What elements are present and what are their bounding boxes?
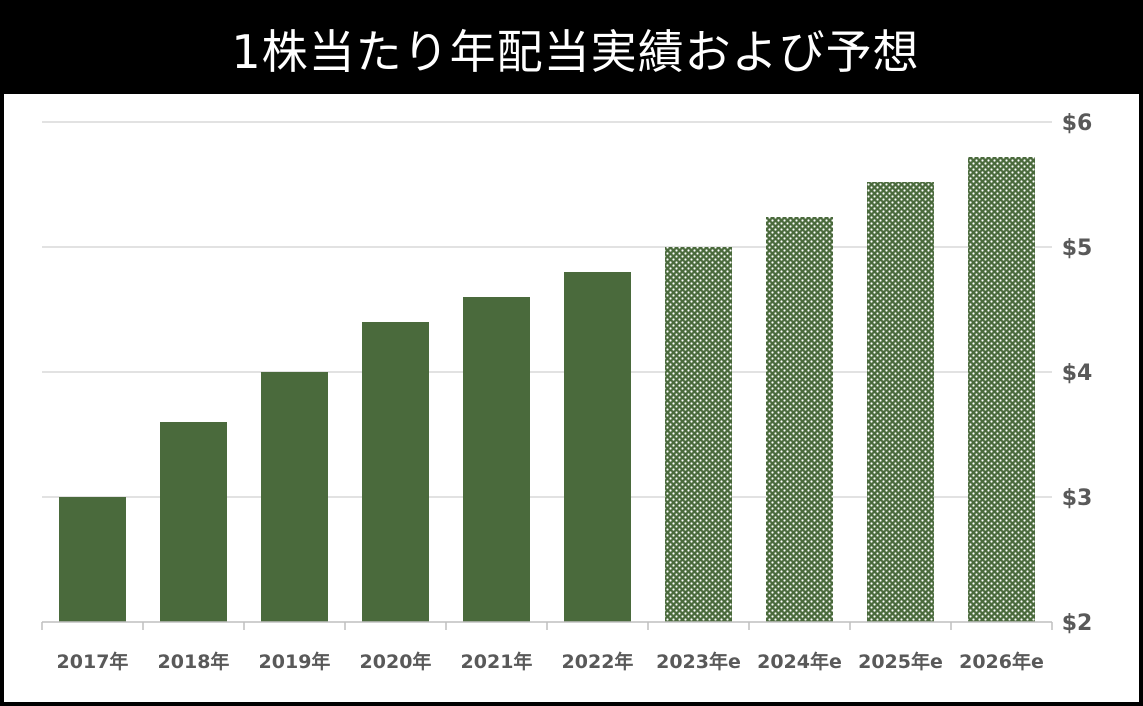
y-tick-label: $3 — [1062, 486, 1093, 511]
x-tick-label: 2021年 — [461, 650, 533, 673]
x-tick-label: 2026年e — [959, 650, 1044, 673]
bar-2019年 — [261, 372, 328, 622]
chart-title: 1株当たり年配当実績および予想 — [231, 25, 920, 79]
x-tick-label: 2020年 — [360, 650, 432, 673]
x-tick-label: 2025年e — [858, 650, 943, 673]
y-tick-label: $2 — [1062, 611, 1093, 636]
x-tick-label: 2023年e — [656, 650, 741, 673]
bar-2020年 — [362, 322, 429, 622]
x-tick-label: 2022年 — [562, 650, 634, 673]
bar-2022年 — [564, 272, 631, 622]
bar-2023年e — [665, 247, 732, 622]
bar-2017年 — [59, 497, 126, 622]
bars — [59, 157, 1035, 622]
x-tick-label: 2018年 — [158, 650, 230, 673]
x-tick-label: 2017年 — [57, 650, 129, 673]
x-axis — [41, 621, 1053, 630]
bar-2021年 — [463, 297, 530, 622]
bar-2026年e — [968, 157, 1035, 622]
bar-2025年e — [867, 182, 934, 622]
y-tick-label: $6 — [1062, 111, 1093, 136]
x-axis-ticks: 2017年 2018年 2019年 2020年 2021年 2022年 2023年e 2024… — [57, 650, 1044, 673]
bar-2018年 — [160, 422, 227, 622]
y-axis-ticks: $2 $3 $4 $5 $6 — [1062, 111, 1093, 636]
x-tick-label: 2019年 — [259, 650, 331, 673]
bar-2024年e — [766, 217, 833, 622]
title-bar: 1株当たり年配当実績および予想 — [4, 4, 1143, 94]
y-tick-label: $5 — [1062, 236, 1093, 261]
y-tick-label: $4 — [1062, 361, 1093, 386]
x-tick-label: 2024年e — [757, 650, 842, 673]
